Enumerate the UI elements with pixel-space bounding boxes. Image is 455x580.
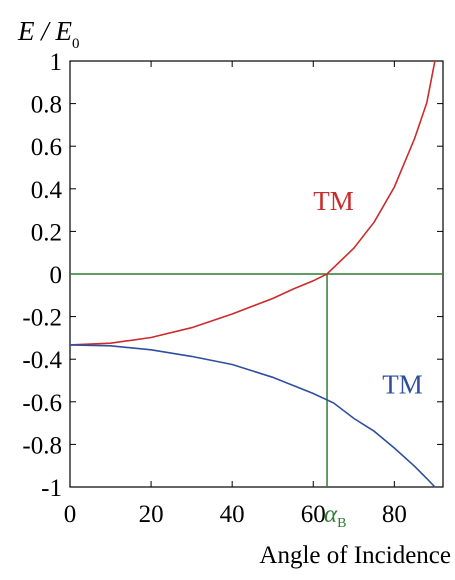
plot-area: 10.80.60.40.20-0.2-0.4-0.6-0.8-10 20 40 60 8… [22,49,444,531]
annotation-subscript: B [337,516,346,531]
y-axis-label: E / E0 [17,16,80,52]
y-tick-label: 0.8 [31,92,62,119]
series-line-red [69,60,436,346]
y-axis-label-subscript: 0 [72,36,80,52]
y-tick-label: 0.4 [31,177,63,204]
y-tick-label: 1 [50,49,63,76]
y-tick-label: -0.4 [22,347,62,374]
series-label: TM [382,369,423,399]
x-axis-label: Angle of Incidence [259,542,451,569]
annotation-symbol: α [324,501,338,528]
y-tick-label: -1 [41,475,62,502]
y-tick-label: -0.8 [22,432,62,459]
x-tick-label: 80 [382,501,407,528]
y-tick-label: -0.2 [22,305,62,332]
x-tick-label: 0 [64,501,77,528]
x-tick-label: 60 [301,501,326,528]
series-label: TM [313,186,354,216]
y-tick-label: 0.6 [31,134,62,161]
x-tick-label: 40 [220,501,245,528]
x-tick-label: 20 [139,501,164,528]
svg-text:E / E0: E / E0 [17,16,80,52]
y-axis-label-main: E / E [17,16,72,46]
y-tick-label: 0.2 [31,219,62,246]
y-tick-label: 0 [50,262,63,289]
brewster-angle-annotation: αB [324,501,346,531]
y-tick-label: -0.6 [22,390,62,417]
series-line-blue [69,344,436,488]
